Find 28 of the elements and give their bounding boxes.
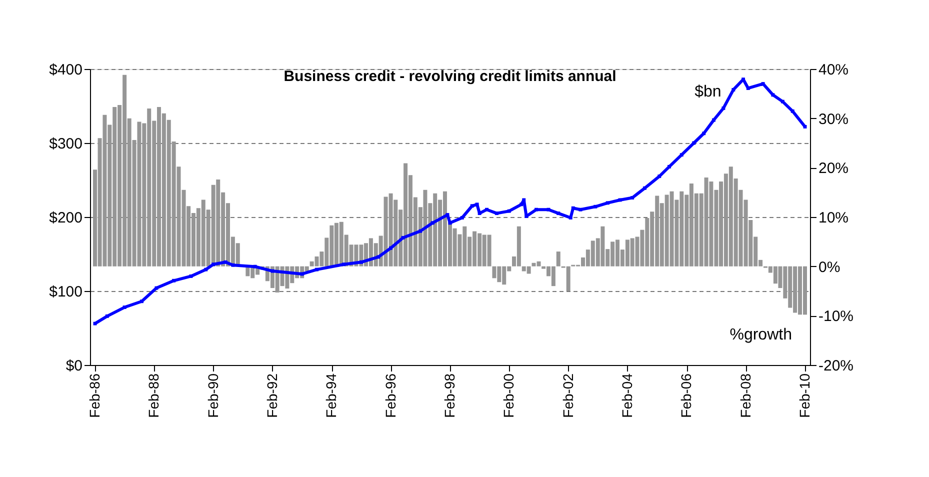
x-tick-label: Feb-94	[323, 373, 340, 418]
y2-tick-label: 20%	[818, 160, 849, 178]
y2-tick-label: -20%	[818, 358, 854, 374]
y2-tick-label: 0%	[818, 258, 840, 276]
x-tick-label: Feb-96	[382, 373, 398, 418]
x-tick-label: Feb-06	[678, 373, 694, 418]
y2-tick-label: 10%	[818, 210, 849, 226]
x-tick-label: Feb-04	[618, 373, 635, 418]
y2-tick-label: -10%	[818, 308, 854, 326]
y-tick-label: $0	[66, 358, 82, 374]
x-tick-label: Feb-08	[737, 373, 754, 418]
series-label: %growth	[730, 326, 792, 344]
series-label: $bn	[694, 83, 722, 100]
x-tick-label: Feb-00	[500, 373, 517, 418]
y-tick-label: $200	[49, 210, 82, 226]
x-tick-label: Feb-10	[796, 373, 812, 418]
y2-tick-label: 40%	[818, 62, 849, 78]
x-tick-label: Feb-02	[560, 373, 576, 418]
y-tick-label: $400	[49, 62, 82, 78]
y-tick-label: $300	[49, 136, 82, 152]
x-tick-label: Feb-90	[204, 373, 221, 418]
x-tick-label: Feb-86	[86, 373, 102, 418]
x-tick-label: Feb-88	[146, 373, 162, 418]
y-tick-label: $100	[49, 284, 82, 300]
x-tick-label: Feb-98	[442, 373, 458, 418]
y2-tick-label: 30%	[818, 110, 849, 128]
x-tick-label: Feb-92	[264, 373, 280, 418]
chart-title: Business credit - revolving credit limits annual	[284, 68, 616, 85]
